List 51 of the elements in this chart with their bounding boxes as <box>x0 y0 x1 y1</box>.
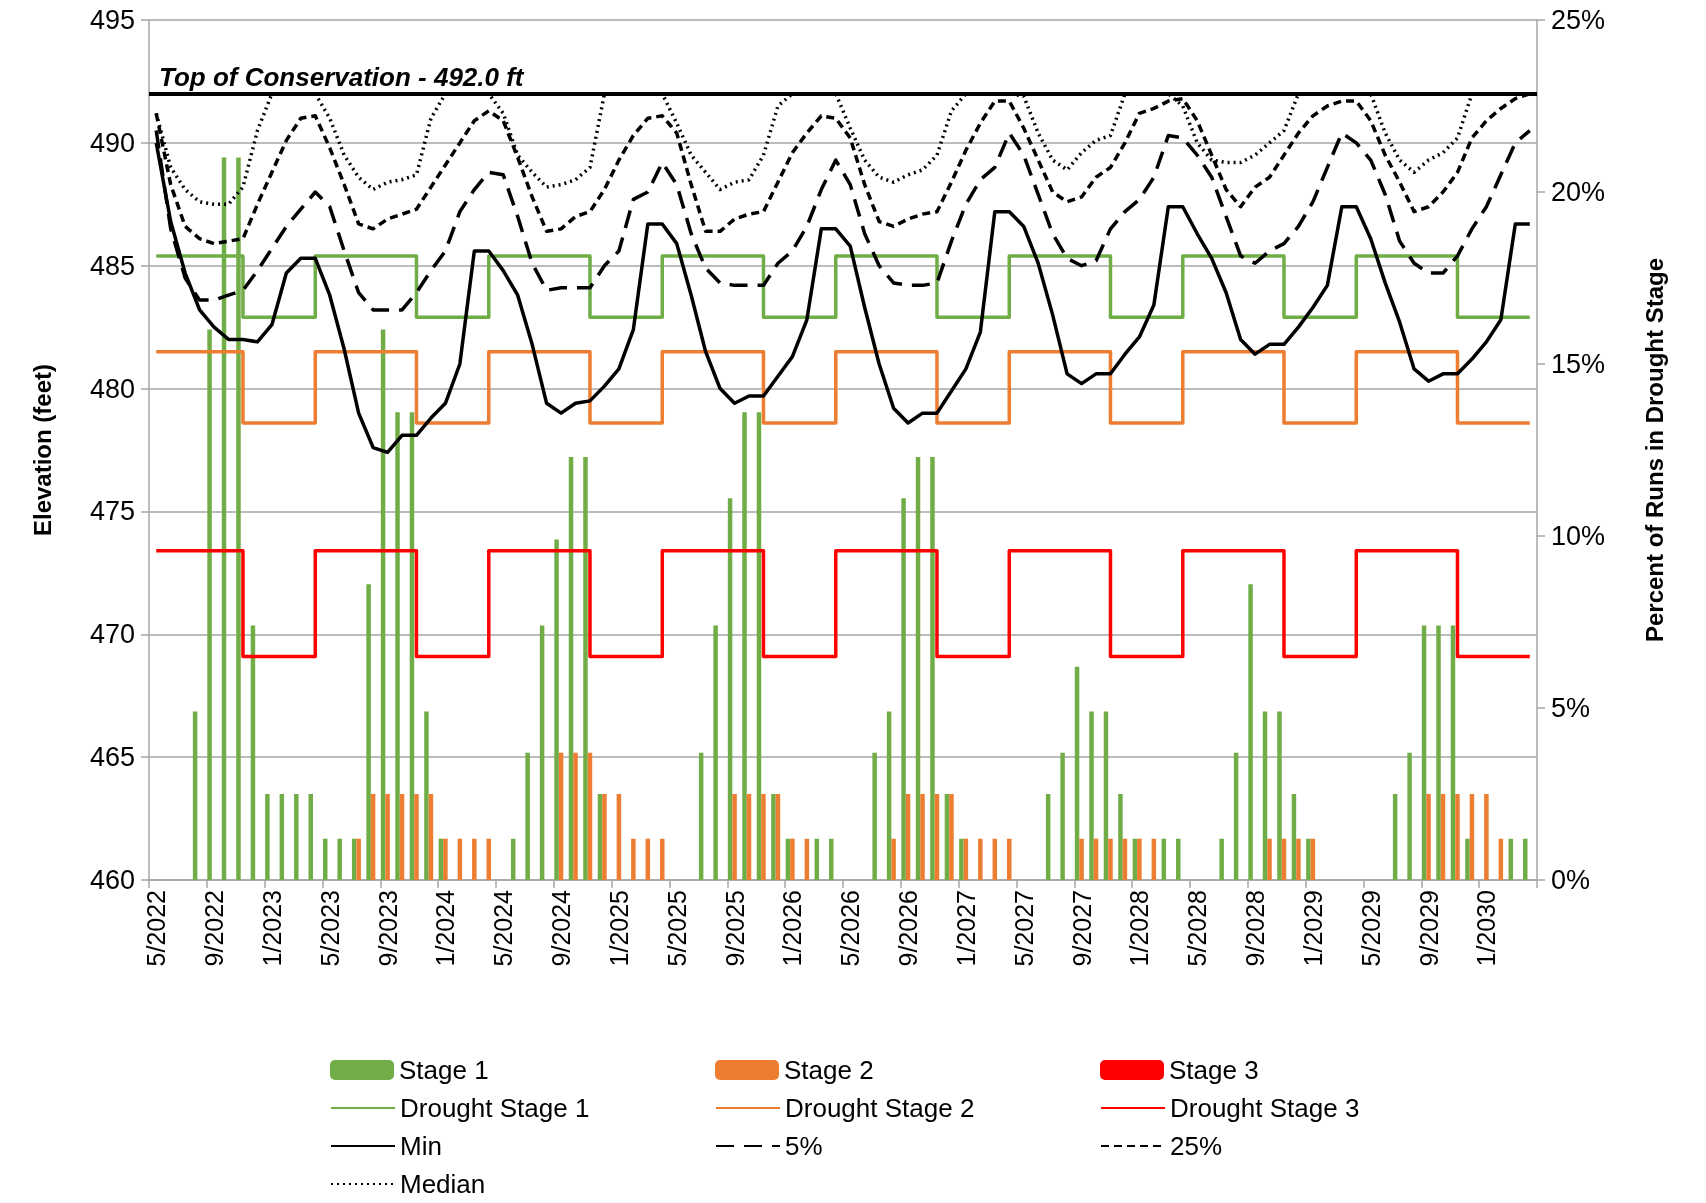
legend-label: Median <box>400 1169 486 1199</box>
x-tick-label: 5/2025 <box>662 890 691 967</box>
y2-tick-label: 15% <box>1551 349 1606 379</box>
x-tick-label: 1/2027 <box>951 890 980 967</box>
legend-label: Min <box>400 1131 442 1161</box>
x-tick-label: 1/2023 <box>257 890 286 967</box>
legend-label: Stage 3 <box>1169 1055 1259 1085</box>
x-tick-label: 1/2024 <box>431 889 460 967</box>
legend-label: 25% <box>1170 1131 1223 1161</box>
y-tick-label: 490 <box>89 127 135 158</box>
y2-tick-label: 5% <box>1551 693 1591 723</box>
x-tick-label: 5/2023 <box>315 890 344 967</box>
x-tick-label: 9/2022 <box>200 890 229 967</box>
x-tick-label: 5/2022 <box>142 890 171 967</box>
x-tick-label: 1/2030 <box>1472 890 1501 967</box>
x-tick-label: 5/2028 <box>1183 890 1212 967</box>
x-tick-label: 5/2024 <box>489 889 518 967</box>
x-tick-label: 1/2025 <box>604 890 633 967</box>
y2-tick-label: 25% <box>1551 5 1606 35</box>
legend-label: Drought Stage 3 <box>1170 1093 1360 1123</box>
legend-label: 5% <box>785 1131 823 1161</box>
y-tick-label: 475 <box>89 496 135 527</box>
y-tick-label: 465 <box>89 742 135 773</box>
x-tick-label: 1/2029 <box>1298 890 1327 967</box>
x-tick-label: 1/2028 <box>1125 890 1154 967</box>
x-tick-label: 9/2029 <box>1414 890 1443 967</box>
legend-label: Drought Stage 1 <box>400 1093 590 1123</box>
legend-label: Stage 1 <box>399 1055 489 1085</box>
x-tick-label: 5/2027 <box>1009 890 1038 967</box>
y-tick-label: 480 <box>89 373 135 404</box>
y2-axis-title: Percent of Runs in Drought Stage <box>1640 257 1668 643</box>
y2-tick-label: 0% <box>1551 865 1591 895</box>
x-tick-label: 5/2026 <box>836 890 865 967</box>
x-tick-label: 9/2026 <box>894 890 923 967</box>
y-axis-title: Elevation (feet) <box>28 363 56 537</box>
y-tick-label: 495 <box>89 5 135 35</box>
y-tick-label: 470 <box>89 619 135 650</box>
y-tick-label: 485 <box>89 250 135 281</box>
ref-line-label: Top of Conservation - 492.0 ft <box>159 61 525 92</box>
y2-tick-label: 20% <box>1551 177 1606 207</box>
x-tick-label: 9/2028 <box>1241 890 1270 967</box>
x-tick-label: 5/2029 <box>1356 890 1385 967</box>
x-tick-label: 1/2026 <box>778 890 807 967</box>
y-tick-label: 460 <box>89 865 135 895</box>
legend-label: Drought Stage 2 <box>785 1093 975 1123</box>
x-tick-label: 9/2024 <box>547 889 576 967</box>
y2-tick-label: 10% <box>1551 521 1606 551</box>
x-tick-label: 9/2023 <box>373 890 402 967</box>
x-tick-label: 9/2025 <box>720 890 749 967</box>
x-tick-label: 9/2027 <box>1067 890 1096 967</box>
legend-label: Stage 2 <box>784 1055 874 1085</box>
